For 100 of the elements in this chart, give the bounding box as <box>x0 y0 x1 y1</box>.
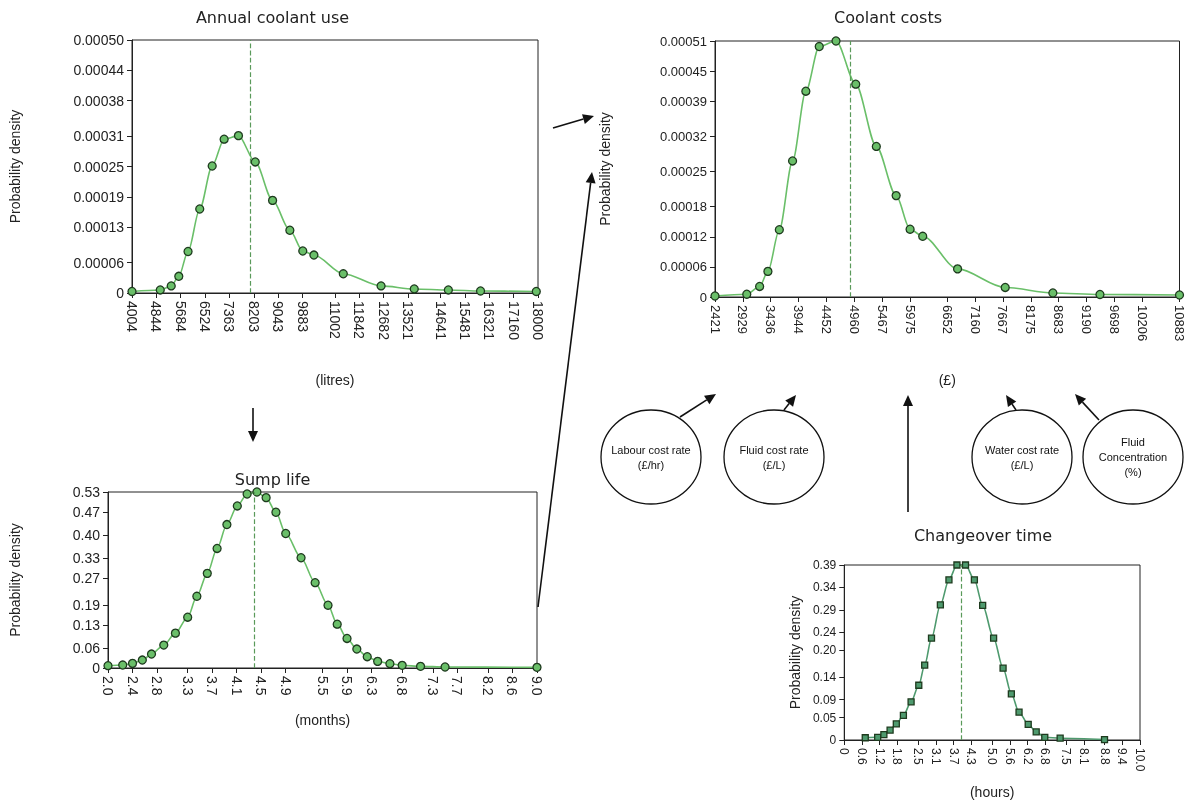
point <box>953 561 961 569</box>
point <box>892 720 900 728</box>
x-tick-label: 2.0 <box>100 676 116 696</box>
point <box>443 285 454 295</box>
x-tick-label: 6.8 <box>394 676 411 696</box>
point <box>861 734 869 742</box>
x-tick-label: 4.5 <box>253 676 270 696</box>
point <box>285 225 295 235</box>
x-tick-label: 11002 <box>327 301 343 340</box>
x-tick-label: 8.1 <box>1076 748 1091 766</box>
point <box>891 190 901 201</box>
point <box>298 246 308 256</box>
y-tick-label: 0.19 <box>72 596 101 613</box>
y-tick-label: 0.39 <box>812 558 837 572</box>
point <box>195 204 205 214</box>
x-tick-label: 4452 <box>818 305 834 334</box>
y-tick-label: 0.00025 <box>73 158 125 175</box>
y-tick-label: 0 <box>829 733 837 747</box>
chart-title: Changeover time <box>913 525 1053 545</box>
point <box>233 130 244 141</box>
y-tick-label: 0.00013 <box>73 219 125 236</box>
y-axis-title: Probability density <box>787 595 803 710</box>
point <box>362 652 372 662</box>
x-axis-title: (£) <box>938 372 956 388</box>
y-tick-label: 0.29 <box>812 602 837 617</box>
point <box>1041 733 1049 741</box>
point <box>1174 290 1185 300</box>
point <box>886 726 894 734</box>
x-tick-label: 18000 <box>530 301 546 341</box>
point <box>166 281 176 291</box>
x-tick-label: 9883 <box>294 301 311 333</box>
x-tick-label: 2.4 <box>124 676 141 696</box>
chart-title: Annual coolant use <box>195 7 350 27</box>
point <box>754 281 765 292</box>
x-tick-label: 0.6 <box>855 748 869 766</box>
x-tick-label: 2.5 <box>911 748 926 766</box>
point <box>831 36 841 46</box>
x-tick-label: 8683 <box>1051 305 1067 334</box>
point <box>219 134 229 144</box>
x-tick-label: 4.1 <box>228 676 245 696</box>
point <box>907 698 915 706</box>
x-tick-label: 12682 <box>375 301 392 341</box>
point <box>531 286 541 297</box>
point <box>415 661 426 671</box>
point <box>1007 690 1015 698</box>
x-tick-label: 3.3 <box>179 676 196 696</box>
point <box>999 664 1007 672</box>
x-tick-label: 1.8 <box>890 748 905 766</box>
point <box>961 561 970 569</box>
point <box>159 640 169 650</box>
point <box>309 250 319 260</box>
point <box>332 619 342 629</box>
point <box>970 576 979 584</box>
y-tick-label: 0.00019 <box>73 188 125 205</box>
x-tick-label: 1.2 <box>872 748 887 766</box>
x-axis-title: (hours) <box>969 784 1015 800</box>
x-tick-label: 5975 <box>902 305 918 334</box>
x-tick-label: 6652 <box>939 305 955 334</box>
y-tick-label: 0.00018 <box>660 199 707 215</box>
y-tick-label: 0.47 <box>72 503 101 520</box>
point <box>409 284 419 294</box>
point <box>155 285 165 295</box>
node-circle: Labour cost rate (£/hr) <box>600 409 702 505</box>
x-tick-label: 2.8 <box>149 676 166 696</box>
point <box>174 271 184 281</box>
x-axis-title: (litres) <box>315 372 355 388</box>
x-tick-label: 4004 <box>124 301 140 333</box>
point <box>118 660 128 670</box>
y-tick-label: 0.40 <box>72 527 101 544</box>
x-tick-label: 8.6 <box>504 676 521 696</box>
y-tick-label: 0.06 <box>72 640 101 657</box>
x-tick-label: 8175 <box>1023 305 1039 334</box>
y-tick-label: 0 <box>92 660 101 676</box>
y-axis-title: Probability density <box>7 523 23 637</box>
point <box>202 568 212 579</box>
point <box>373 656 383 667</box>
y-tick-label: 0.20 <box>812 643 837 658</box>
point <box>1048 288 1058 298</box>
point <box>222 519 232 530</box>
point <box>1100 735 1109 744</box>
x-tick-label: 8203 <box>245 301 262 333</box>
y-tick-label: 0.00050 <box>73 32 125 48</box>
x-tick-label: 16321 <box>481 301 498 341</box>
y-tick-label: 0 <box>699 289 707 305</box>
node-circle: Fluid cost rate (£/L) <box>723 409 825 505</box>
y-tick-label: 0.00051 <box>660 33 707 49</box>
point <box>921 661 929 669</box>
y-tick-label: 0.34 <box>812 580 837 595</box>
point <box>880 730 888 739</box>
point <box>936 601 945 609</box>
y-tick-label: 0 <box>116 285 125 301</box>
point <box>183 612 193 622</box>
x-tick-label: 3436 <box>763 305 779 334</box>
y-tick-label: 0.13 <box>72 616 101 633</box>
x-tick-label: 17160 <box>505 301 522 341</box>
point <box>338 269 348 279</box>
point <box>801 86 811 96</box>
point <box>137 655 147 665</box>
y-tick-label: 0.00006 <box>73 254 125 271</box>
y-tick-label: 0.00044 <box>73 62 125 79</box>
